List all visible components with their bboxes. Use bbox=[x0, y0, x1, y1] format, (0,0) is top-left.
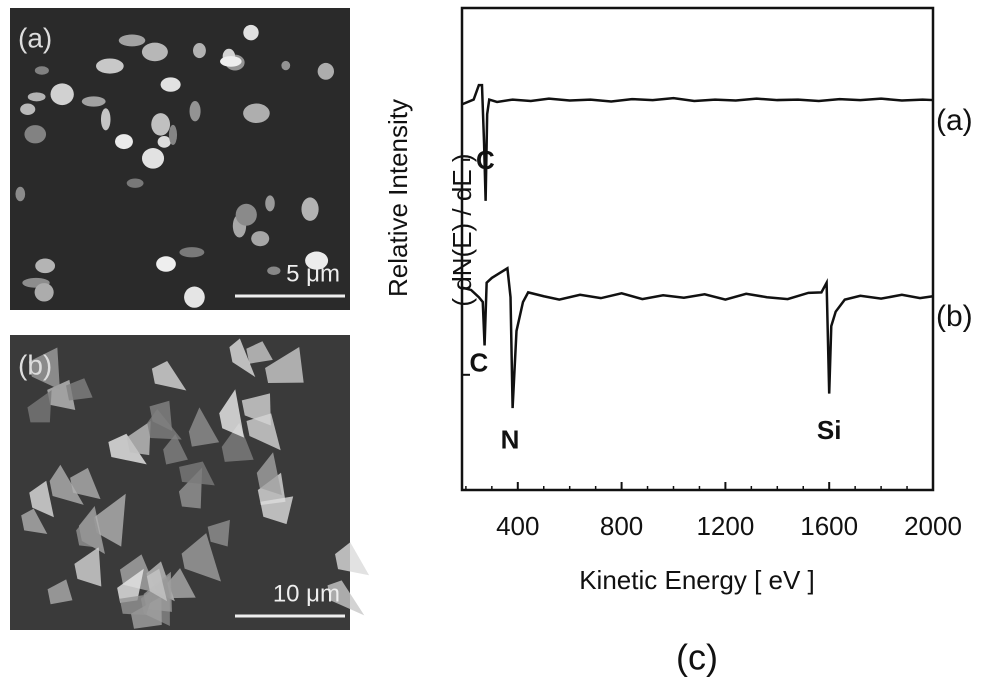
crystal bbox=[221, 422, 254, 462]
particle bbox=[317, 62, 335, 80]
particle bbox=[243, 24, 259, 41]
particle bbox=[189, 100, 201, 122]
particle bbox=[34, 283, 54, 302]
sem-images: (a) 5 μm (b) 10 μm bbox=[10, 8, 370, 630]
panel-label: (a) bbox=[18, 22, 52, 53]
crystal bbox=[246, 413, 281, 451]
crystal bbox=[119, 593, 154, 615]
particle bbox=[157, 135, 171, 148]
particle bbox=[168, 124, 178, 145]
x-tick-label: 400 bbox=[496, 511, 539, 541]
crystal bbox=[76, 509, 103, 549]
crystal bbox=[47, 579, 73, 605]
crystal bbox=[147, 409, 182, 440]
particle bbox=[243, 103, 270, 123]
spectrum-line bbox=[461, 83, 934, 201]
particle bbox=[15, 186, 26, 202]
particle bbox=[34, 66, 49, 75]
x-axis-label: Kinetic Energy [ eV ] bbox=[579, 565, 815, 595]
scale-bar-label: 10 μm bbox=[273, 580, 340, 607]
crystal bbox=[181, 533, 221, 582]
particle bbox=[35, 258, 56, 274]
crystal bbox=[188, 407, 220, 447]
particle bbox=[24, 125, 47, 144]
particle bbox=[115, 134, 133, 150]
panel-label: (c) bbox=[676, 637, 718, 678]
crystal bbox=[246, 341, 273, 364]
crystal bbox=[146, 568, 168, 602]
particle bbox=[118, 34, 146, 47]
particle bbox=[81, 96, 106, 107]
crystal bbox=[29, 480, 54, 518]
y-axis-label: Relative Intensity bbox=[383, 99, 413, 297]
annotation: C bbox=[476, 145, 495, 175]
particle bbox=[141, 42, 168, 62]
particle bbox=[20, 103, 36, 115]
crystal bbox=[27, 390, 52, 423]
particle bbox=[267, 266, 281, 275]
crystal bbox=[28, 347, 60, 390]
crystal bbox=[241, 393, 271, 426]
crystal bbox=[327, 580, 365, 616]
crystal bbox=[108, 433, 147, 465]
plot-frame bbox=[460, 6, 935, 492]
crystal bbox=[335, 542, 370, 576]
particle bbox=[301, 197, 319, 221]
particle bbox=[184, 286, 205, 308]
crystal bbox=[21, 508, 48, 535]
particle bbox=[160, 77, 181, 92]
particle bbox=[151, 113, 171, 136]
spectrum-line bbox=[461, 266, 934, 409]
particle bbox=[96, 58, 124, 74]
crystal bbox=[117, 568, 144, 603]
particle bbox=[265, 195, 275, 212]
particle bbox=[126, 178, 144, 188]
crystal bbox=[207, 519, 230, 547]
crystal bbox=[74, 547, 102, 587]
particle bbox=[141, 148, 165, 169]
x-tick-label: 1600 bbox=[800, 511, 858, 541]
crystal bbox=[163, 434, 188, 465]
crystal bbox=[151, 361, 187, 391]
series-label: (a) bbox=[936, 104, 973, 137]
particle bbox=[220, 56, 242, 67]
particle bbox=[305, 251, 329, 270]
particle bbox=[235, 203, 257, 226]
particle bbox=[50, 83, 74, 106]
crystal bbox=[126, 420, 151, 456]
particle bbox=[281, 60, 291, 71]
x-tick-label: 1200 bbox=[696, 511, 754, 541]
particle bbox=[179, 247, 205, 258]
annotation: N bbox=[501, 425, 520, 455]
crystal bbox=[179, 461, 215, 486]
crystal bbox=[229, 338, 256, 378]
sem-image bbox=[10, 8, 350, 310]
particle bbox=[156, 256, 176, 272]
crystal bbox=[66, 378, 93, 401]
particle bbox=[193, 43, 206, 59]
crystal bbox=[93, 493, 126, 547]
particle bbox=[251, 231, 270, 247]
crystal bbox=[70, 467, 101, 500]
annotation: C bbox=[469, 348, 488, 378]
annotation: Si bbox=[817, 415, 842, 445]
x-tick-label: 2000 bbox=[904, 511, 962, 541]
crystal bbox=[49, 464, 84, 505]
series-label: (b) bbox=[936, 300, 973, 333]
crystal bbox=[265, 347, 304, 383]
crystal bbox=[167, 568, 196, 599]
crystal bbox=[256, 452, 282, 496]
crystal bbox=[260, 496, 294, 525]
particle bbox=[100, 108, 111, 131]
scale-bar-label: 5 μm bbox=[286, 260, 340, 287]
crystal bbox=[219, 389, 245, 438]
x-tick-label: 800 bbox=[600, 511, 643, 541]
particle bbox=[27, 92, 46, 102]
panel-label: (b) bbox=[18, 349, 52, 380]
